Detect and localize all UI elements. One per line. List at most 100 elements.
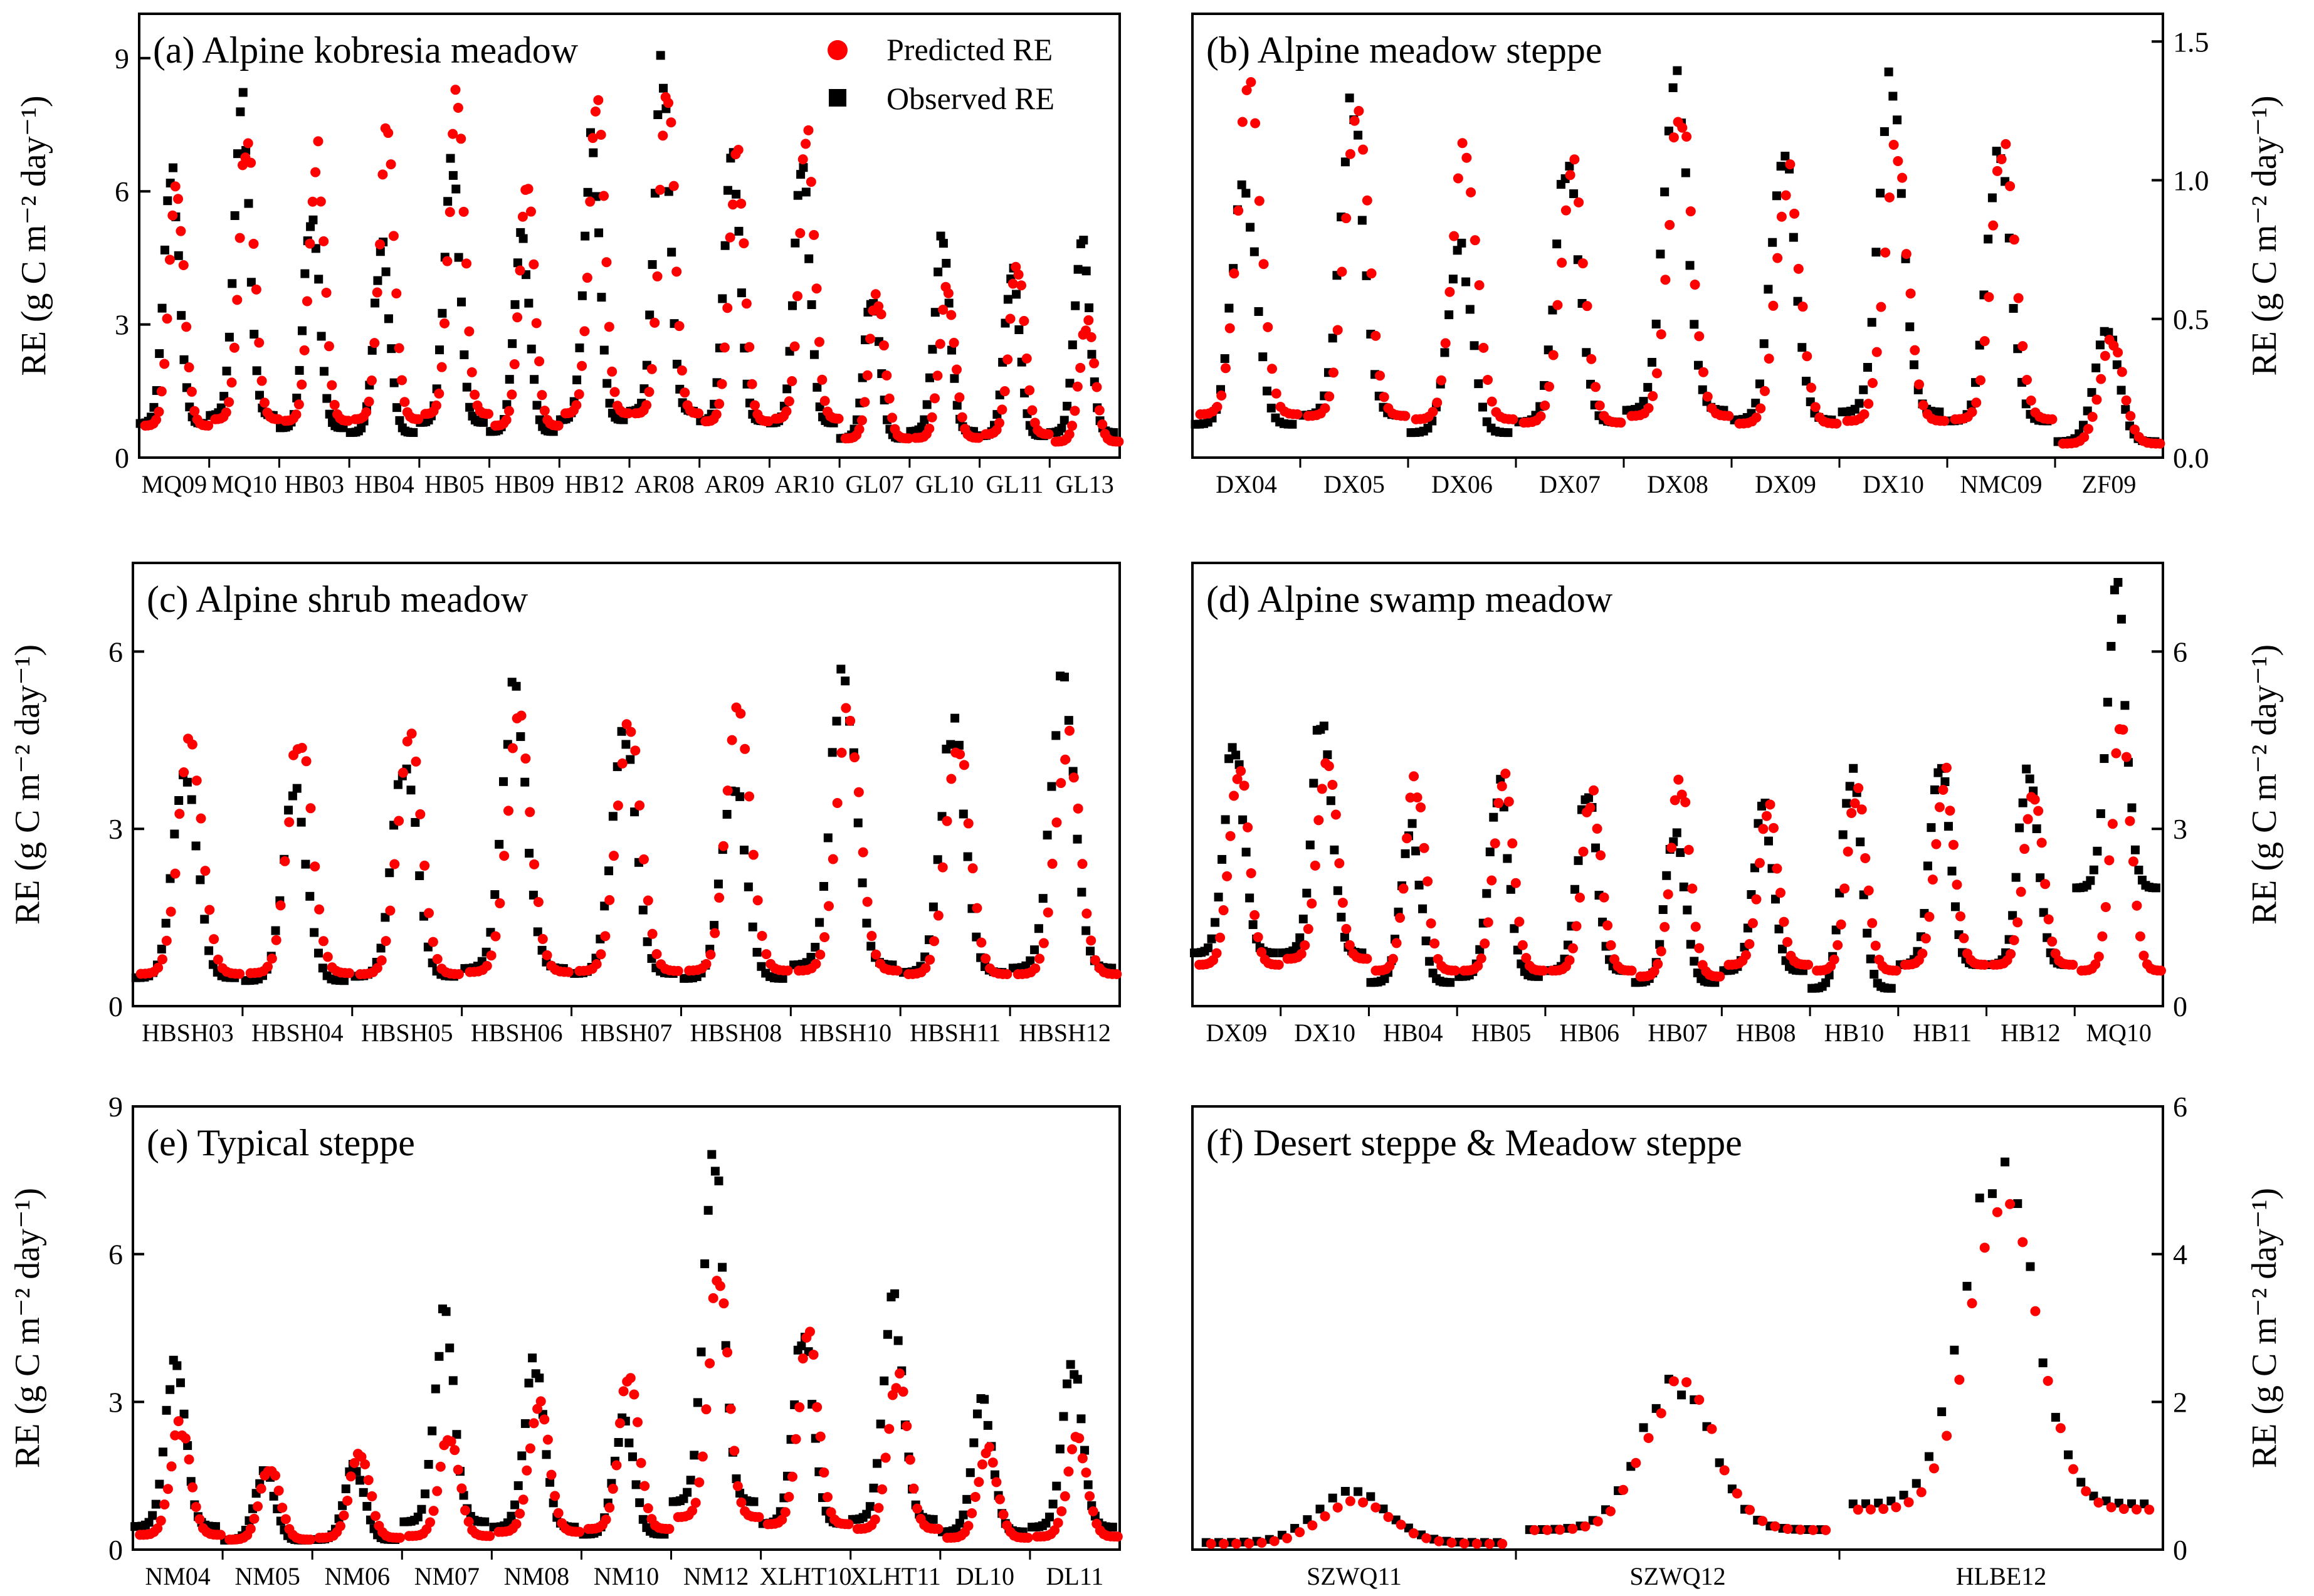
predicted-point bbox=[718, 1298, 729, 1309]
observed-point bbox=[1582, 348, 1591, 357]
predicted-point bbox=[1300, 940, 1310, 951]
observed-point bbox=[638, 905, 648, 915]
predicted-point bbox=[1948, 839, 1959, 850]
predicted-point bbox=[1067, 421, 1078, 431]
predicted-point bbox=[1295, 1527, 1305, 1538]
observed-point bbox=[811, 943, 820, 952]
predicted-point bbox=[1218, 905, 1229, 916]
predicted-point bbox=[1476, 953, 1486, 963]
predicted-point bbox=[981, 953, 991, 964]
observed-point bbox=[2101, 1496, 2111, 1506]
y-tick-label: 6 bbox=[108, 1239, 123, 1271]
observed-point bbox=[424, 1459, 433, 1469]
predicted-point bbox=[200, 866, 211, 876]
predicted-point bbox=[533, 897, 544, 908]
observed-point bbox=[148, 1511, 157, 1520]
predicted-point bbox=[625, 1373, 636, 1383]
observed-point bbox=[599, 345, 609, 355]
observed-point bbox=[381, 267, 391, 276]
predicted-point bbox=[1797, 302, 1808, 312]
predicted-point bbox=[2125, 411, 2136, 421]
predicted-point bbox=[329, 399, 340, 410]
predicted-point bbox=[203, 420, 214, 431]
predicted-point bbox=[1070, 406, 1080, 416]
predicted-point bbox=[1474, 280, 1485, 291]
predicted-point bbox=[1901, 249, 1912, 260]
observed-point bbox=[697, 1347, 706, 1357]
observed-point bbox=[1854, 399, 1864, 408]
predicted-point bbox=[184, 1454, 194, 1465]
predicted-point bbox=[1577, 258, 1588, 269]
predicted-point bbox=[395, 1533, 406, 1543]
predicted-point bbox=[613, 801, 623, 811]
observed-point bbox=[530, 375, 539, 384]
observed-point bbox=[535, 415, 544, 424]
predicted-point bbox=[856, 415, 867, 426]
predicted-point bbox=[439, 318, 450, 328]
observed-point bbox=[340, 976, 349, 985]
observed-point bbox=[597, 293, 606, 302]
observed-point bbox=[1055, 1444, 1065, 1454]
observed-point bbox=[2089, 865, 2098, 874]
observed-point bbox=[959, 809, 968, 819]
predicted-point bbox=[1225, 831, 1236, 841]
observed-point bbox=[809, 350, 819, 359]
observed-point bbox=[1204, 943, 1213, 953]
predicted-point bbox=[1668, 1376, 1679, 1387]
observed-point bbox=[2032, 824, 2041, 834]
observed-point bbox=[527, 344, 536, 354]
predicted-point bbox=[870, 1515, 880, 1525]
predicted-point bbox=[1332, 1502, 1343, 1513]
predicted-point bbox=[1663, 889, 1673, 900]
observed-point bbox=[594, 228, 604, 238]
site-label: HB05 bbox=[424, 470, 485, 498]
observed-point bbox=[255, 391, 264, 400]
predicted-point bbox=[736, 198, 747, 209]
predicted-point bbox=[159, 359, 170, 369]
panel-a-alpine-kobresia-meadow: (a) Alpine kobresia meadow RE (g C m⁻² da… bbox=[14, 13, 1124, 498]
predicted-point bbox=[364, 396, 374, 407]
observed-point bbox=[2051, 1412, 2060, 1422]
predicted-point bbox=[1233, 206, 1244, 216]
predicted-point bbox=[1409, 771, 1419, 782]
predicted-point bbox=[932, 370, 943, 381]
predicted-point bbox=[456, 1483, 467, 1494]
predicted-point bbox=[1490, 838, 1500, 849]
observed-point bbox=[524, 298, 534, 308]
predicted-point bbox=[782, 965, 793, 976]
observed-point bbox=[1288, 419, 1297, 429]
observed-point bbox=[2018, 798, 2027, 807]
site-label: NM12 bbox=[683, 1562, 749, 1590]
observed-point bbox=[413, 1512, 423, 1521]
predicted-point bbox=[2029, 794, 2040, 805]
predicted-point bbox=[1471, 1538, 1482, 1549]
observed-point bbox=[1245, 893, 1254, 903]
observed-point bbox=[1962, 1281, 1972, 1291]
predicted-point bbox=[1370, 1502, 1381, 1513]
predicted-point bbox=[377, 169, 388, 180]
predicted-point bbox=[1072, 381, 1083, 392]
observed-point bbox=[1639, 1423, 1648, 1432]
predicted-point bbox=[1023, 1533, 1033, 1543]
observed-point bbox=[431, 1384, 440, 1394]
predicted-point bbox=[1043, 907, 1053, 918]
predicted-point bbox=[1668, 132, 1679, 143]
predicted-point bbox=[780, 1507, 791, 1518]
predicted-point bbox=[1542, 1525, 1552, 1535]
observed-point bbox=[1681, 168, 1690, 177]
predicted-point bbox=[386, 159, 396, 170]
observed-point bbox=[869, 1483, 878, 1493]
observed-point bbox=[228, 279, 237, 288]
predicted-point bbox=[1732, 1488, 1742, 1499]
observed-point bbox=[1656, 249, 1665, 259]
predicted-point bbox=[819, 396, 830, 406]
predicted-point bbox=[1500, 769, 1511, 779]
predicted-point bbox=[2111, 748, 2122, 759]
observed-point bbox=[1503, 854, 1512, 863]
predicted-point bbox=[1941, 762, 1952, 773]
predicted-point bbox=[1030, 963, 1041, 974]
observed-point bbox=[389, 378, 399, 387]
observed-point bbox=[710, 1167, 720, 1176]
predicted-point bbox=[1605, 1506, 1616, 1516]
predicted-point bbox=[525, 807, 535, 817]
